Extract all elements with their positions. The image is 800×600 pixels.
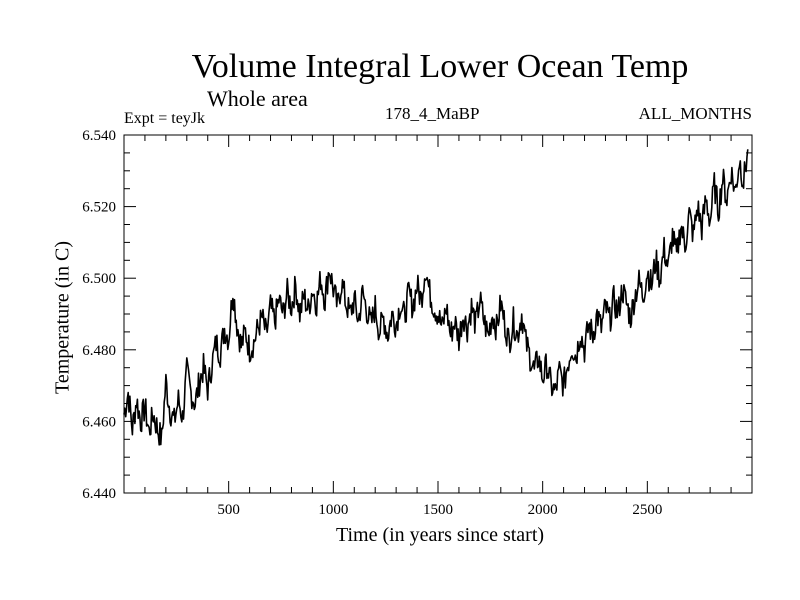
y-tick-label: 6.460 [82,414,116,430]
period-label: 178_4_MaBP [385,104,480,123]
y-tick-label: 6.480 [82,343,116,359]
x-tick-label: 2000 [528,502,558,518]
x-tick-label: 1000 [318,502,348,518]
experiment-label: Expt = teyJk [124,110,206,127]
months-label: ALL_MONTHS [638,104,752,123]
x-tick-label: 2500 [632,502,662,518]
series-line-temperature [123,149,749,446]
chart-title: Volume Integral Lower Ocean Temp [191,48,689,85]
axis-ticks [124,135,752,493]
x-tick-label: 1500 [423,502,453,518]
x-axis-label: Time (in years since start) [335,524,545,546]
x-tick-label: 500 [217,502,240,518]
tick-labels: 500 1000 1500 2000 2500 6.440 6.460 6.480 6.500 6… [82,128,662,518]
chart-subtitle: Whole area [207,86,308,111]
y-tick-label: 6.500 [82,271,116,287]
plot-frame [123,134,753,494]
y-tick-label: 6.520 [82,200,116,216]
y-tick-label: 6.540 [82,128,116,144]
y-tick-label: 6.440 [82,486,116,502]
